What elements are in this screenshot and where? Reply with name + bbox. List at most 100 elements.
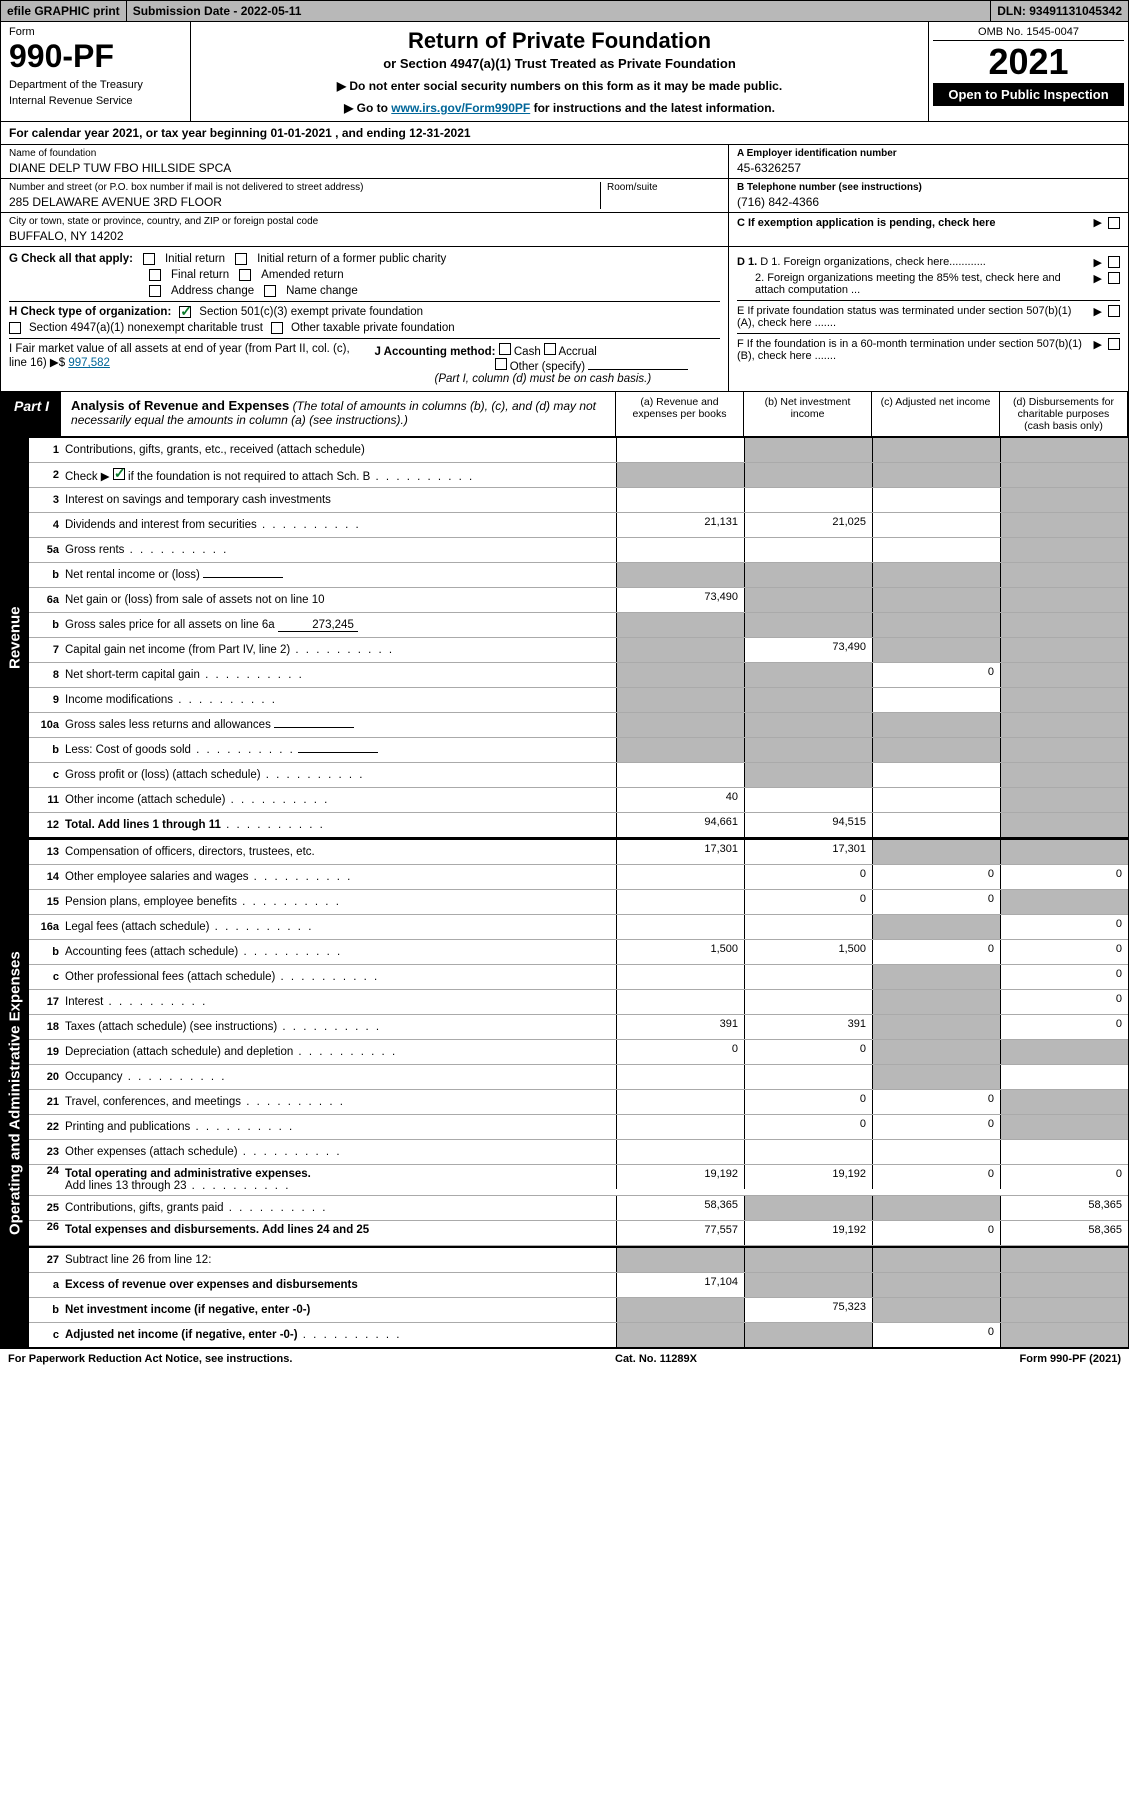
j-checkbox-other[interactable] (495, 358, 507, 370)
e-checkbox[interactable] (1108, 305, 1120, 317)
ij-row: I Fair market value of all assets at end… (9, 343, 720, 385)
row-15: 15Pension plans, employee benefits00 (29, 890, 1128, 915)
r6b-value: 273,245 (278, 619, 358, 632)
r16b-a: 1,500 (616, 940, 744, 964)
irs-link[interactable]: www.irs.gov/Form990PF (391, 101, 530, 115)
expenses-side-label: Operating and Administrative Expenses (1, 840, 29, 1347)
ein-label: A Employer identification number (737, 148, 1120, 159)
row-16a: 16aLegal fees (attach schedule)0 (29, 915, 1128, 940)
r16b-d: 0 (1000, 940, 1128, 964)
d1-row: D 1. D 1. Foreign organizations, check h… (737, 256, 1120, 269)
r16b-b: 1,500 (744, 940, 872, 964)
address-row: Number and street (or P.O. box number if… (1, 179, 728, 213)
form-subtitle: or Section 4947(a)(1) Trust Treated as P… (201, 56, 918, 71)
id-right: A Employer identification number 45-6326… (728, 145, 1128, 246)
g-checkbox-initial-former[interactable] (235, 253, 247, 265)
phone-value: (716) 842-4366 (737, 195, 1120, 209)
h-checkbox-501c3[interactable] (179, 306, 191, 318)
col-c-header: (c) Adjusted net income (871, 392, 999, 436)
r10b-label: Less: Cost of goods sold (65, 744, 191, 756)
c-label: C If exemption application is pending, c… (737, 217, 1088, 229)
r7-label: Capital gain net income (from Part IV, l… (65, 644, 290, 656)
g-checkbox-final[interactable] (149, 269, 161, 281)
arrow-icon: ▶ (1094, 216, 1102, 229)
g-checkbox-amended[interactable] (239, 269, 251, 281)
row-11: 11Other income (attach schedule)40 (29, 788, 1128, 813)
arrow-icon: ▶ (1094, 305, 1102, 318)
d1-checkbox[interactable] (1108, 256, 1120, 268)
col-d-header: (d) Disbursements for charitable purpose… (999, 392, 1127, 436)
r24-a: 19,192 (616, 1165, 744, 1189)
h-opt2: Section 4947(a)(1) nonexempt charitable … (29, 322, 263, 334)
efile-label[interactable]: efile GRAPHIC print (1, 1, 127, 21)
g-label: G Check all that apply: (9, 253, 133, 265)
h-checkbox-4947[interactable] (9, 322, 21, 334)
part1-title: Analysis of Revenue and Expenses (71, 398, 289, 413)
city-label: City or town, state or province, country… (9, 216, 720, 227)
r14-d: 0 (1000, 865, 1128, 889)
r14-label: Other employee salaries and wages (65, 871, 248, 883)
r11-a: 40 (616, 788, 744, 812)
footer-mid: Cat. No. 11289X (615, 1353, 697, 1365)
r14-b: 0 (744, 865, 872, 889)
r16a-d: 0 (1000, 915, 1128, 939)
r5b-label: Net rental income or (loss) (65, 569, 200, 581)
row-14: 14Other employee salaries and wages000 (29, 865, 1128, 890)
f-checkbox[interactable] (1108, 338, 1120, 350)
g-row2: Final return Amended return (149, 269, 720, 281)
d2-text: 2. Foreign organizations meeting the 85%… (737, 272, 1088, 296)
r4-label: Dividends and interest from securities (65, 519, 257, 531)
header-left: Form 990-PF Department of the Treasury I… (1, 22, 191, 121)
h-checkbox-other[interactable] (271, 322, 283, 334)
c-checkbox[interactable] (1108, 217, 1120, 229)
r26-b: 19,192 (744, 1221, 872, 1245)
e-text: E If private foundation status was termi… (737, 305, 1088, 329)
row-17: 17Interest0 (29, 990, 1128, 1015)
h-row2: Section 4947(a)(1) nonexempt charitable … (9, 322, 720, 334)
row-12: 12Total. Add lines 1 through 1194,66194,… (29, 813, 1128, 837)
phone-label: B Telephone number (see instructions) (737, 182, 1120, 193)
g-row3: Address change Name change (149, 285, 720, 297)
part1-badge: Part I (2, 392, 61, 436)
r2-post: if the foundation is not required to att… (125, 471, 371, 483)
j-accrual: Accrual (559, 346, 597, 358)
r23-label: Other expenses (attach schedule) (65, 1146, 238, 1158)
g-checkbox-address[interactable] (149, 285, 161, 297)
r27a-label: Excess of revenue over expenses and disb… (65, 1279, 358, 1291)
r21-b: 0 (744, 1090, 872, 1114)
foundation-name: DIANE DELP TUW FBO HILLSIDE SPCA (9, 161, 720, 175)
schb-checkbox[interactable] (113, 468, 125, 480)
city-value: BUFFALO, NY 14202 (9, 229, 720, 243)
h-opt1: Section 501(c)(3) exempt private foundat… (199, 306, 423, 318)
h-opt3: Other taxable private foundation (291, 322, 455, 334)
row-26: 26Total expenses and disbursements. Add … (29, 1221, 1128, 1246)
g-row: G Check all that apply: Initial return I… (9, 253, 720, 265)
g-opt-2: Final return (171, 269, 229, 281)
g-opt-3: Amended return (261, 269, 343, 281)
arrow-icon: ▶ (1094, 272, 1102, 285)
r6a-a: 73,490 (616, 588, 744, 612)
g-checkbox-initial[interactable] (143, 253, 155, 265)
d2-checkbox[interactable] (1108, 272, 1120, 284)
phone-row: B Telephone number (see instructions) (7… (729, 179, 1128, 213)
j-checkbox-accrual[interactable] (544, 343, 556, 355)
r12-label: Total. Add lines 1 through 11 (65, 819, 221, 831)
row-27c: cAdjusted net income (if negative, enter… (29, 1323, 1128, 1347)
r10c-label: Gross profit or (loss) (attach schedule) (65, 769, 261, 781)
j-checkbox-cash[interactable] (499, 343, 511, 355)
row-21: 21Travel, conferences, and meetings00 (29, 1090, 1128, 1115)
j-other: Other (specify) (510, 361, 585, 373)
city-row: City or town, state or province, country… (1, 213, 728, 246)
r4-b: 21,025 (744, 513, 872, 537)
r27c-c: 0 (872, 1323, 1000, 1347)
r15-c: 0 (872, 890, 1000, 914)
row-24: 24Total operating and administrative exp… (29, 1165, 1128, 1196)
r26-d: 58,365 (1000, 1221, 1128, 1245)
row-23: 23Other expenses (attach schedule) (29, 1140, 1128, 1165)
i-value[interactable]: 997,582 (68, 357, 110, 369)
j-cash: Cash (514, 346, 541, 358)
checks-right: D 1. D 1. Foreign organizations, check h… (728, 247, 1128, 391)
form-title: Return of Private Foundation (201, 28, 918, 54)
g-checkbox-name[interactable] (264, 285, 276, 297)
addr-label: Number and street (or P.O. box number if… (9, 182, 600, 193)
